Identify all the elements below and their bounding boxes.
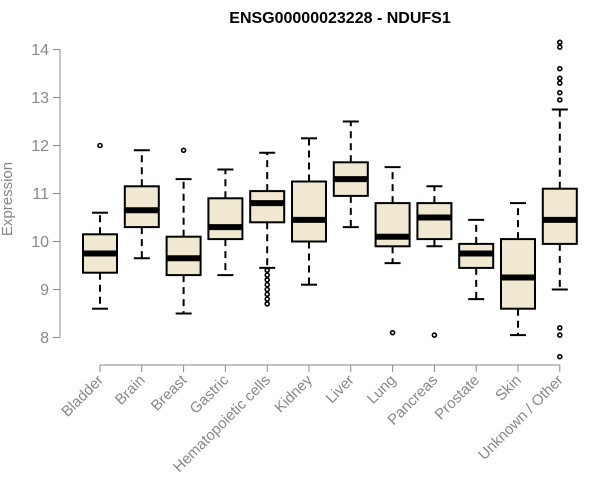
box-group bbox=[500, 202, 536, 337]
outlier-point bbox=[389, 329, 396, 336]
box bbox=[416, 202, 453, 241]
box bbox=[291, 180, 327, 243]
box-group bbox=[332, 120, 369, 229]
box-group bbox=[458, 218, 495, 301]
y-axis-label: Expression bbox=[0, 162, 16, 236]
y-tick-label: 9 bbox=[40, 282, 49, 299]
outlier-point bbox=[556, 89, 563, 96]
box bbox=[207, 197, 244, 241]
x-tick-label: Lung bbox=[364, 372, 400, 408]
outlier-point bbox=[180, 147, 187, 154]
outlier-point bbox=[556, 325, 563, 331]
box bbox=[500, 238, 536, 310]
box-group bbox=[249, 151, 286, 307]
x-tick-label: Kidney bbox=[271, 371, 316, 416]
plot-area bbox=[82, 39, 578, 360]
outlier-point bbox=[556, 80, 563, 86]
outlier-point bbox=[264, 272, 271, 278]
box-group bbox=[291, 137, 327, 286]
outlier-point bbox=[556, 332, 563, 338]
box bbox=[541, 187, 578, 245]
y-tick-label: 14 bbox=[31, 42, 49, 59]
x-tick-label: Bladder bbox=[58, 372, 107, 421]
box bbox=[249, 190, 286, 224]
outlier-point bbox=[556, 65, 563, 72]
outlier-point bbox=[556, 39, 563, 46]
box-group bbox=[416, 185, 453, 338]
chart-title: ENSG00000023228 - NDUFS1 bbox=[229, 10, 451, 27]
outlier-point bbox=[264, 277, 271, 283]
y-axis: 8 9 10 11 12 13 14 bbox=[31, 42, 61, 347]
x-tick-label: Skin bbox=[492, 372, 525, 405]
x-tick-label: Brain bbox=[112, 372, 149, 409]
box-group bbox=[207, 168, 244, 277]
box bbox=[123, 185, 160, 229]
outlier-point bbox=[556, 44, 563, 50]
outlier-point bbox=[264, 301, 271, 307]
y-tick-label: 12 bbox=[31, 138, 49, 155]
box-group bbox=[123, 149, 160, 260]
x-tick-label: Breast bbox=[148, 371, 191, 414]
box-group bbox=[165, 147, 202, 315]
box-group bbox=[82, 142, 118, 310]
outlier-point bbox=[264, 281, 271, 288]
y-tick-label: 13 bbox=[31, 90, 49, 107]
outlier-point bbox=[264, 267, 271, 274]
y-tick-label: 8 bbox=[40, 330, 49, 347]
outlier-point bbox=[556, 353, 563, 360]
outlier-point bbox=[556, 75, 563, 82]
box-group bbox=[374, 166, 411, 336]
y-tick-label: 10 bbox=[31, 234, 49, 251]
x-tick-label: Prostate bbox=[431, 372, 483, 424]
box-group bbox=[541, 39, 578, 360]
outlier-point bbox=[556, 97, 563, 103]
outlier-point bbox=[431, 332, 438, 338]
outlier-point bbox=[264, 296, 271, 302]
outlier-point bbox=[264, 291, 271, 298]
y-tick-label: 11 bbox=[32, 186, 49, 203]
outlier-point bbox=[264, 286, 271, 293]
outlier-point bbox=[97, 142, 103, 149]
box bbox=[374, 202, 411, 248]
x-tick-label: Liver bbox=[323, 372, 358, 407]
